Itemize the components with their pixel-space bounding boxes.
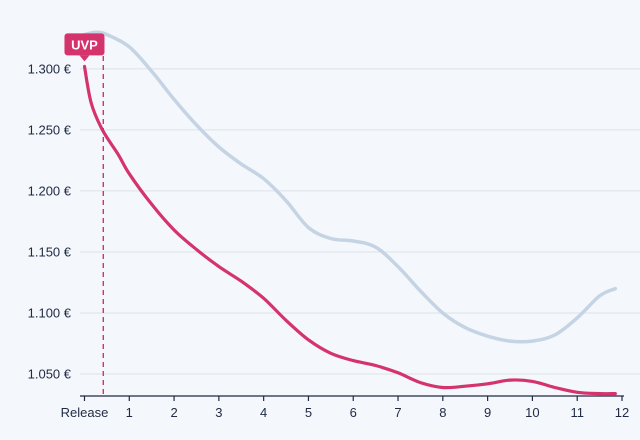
y-tick-label: 1.250 € (28, 122, 72, 137)
x-tick-label: 4 (260, 405, 267, 420)
annotation-pointer (79, 55, 90, 62)
x-tick-label: 1 (126, 405, 133, 420)
x-tick-label: 12 (615, 405, 629, 420)
y-tick-label: 1.050 € (28, 367, 72, 382)
x-tick-label: Release (61, 405, 109, 420)
x-tick-label: 10 (525, 405, 539, 420)
series-line-1 (82, 30, 618, 344)
y-tick-label: 1.150 € (28, 244, 72, 259)
y-tick-label: 1.200 € (28, 183, 72, 198)
x-tick-label: 11 (570, 405, 584, 420)
annotation-callout (64, 33, 105, 56)
y-tick-label: 1.300 € (28, 61, 72, 76)
y-tick-label: 1.100 € (28, 305, 72, 320)
x-tick-label: 8 (439, 405, 446, 420)
x-tick-label: 9 (484, 405, 491, 420)
x-tick-label: 7 (394, 405, 401, 420)
annotation-label: UVP (71, 37, 98, 52)
x-tick-label: 5 (305, 405, 312, 420)
x-tick-label: 6 (350, 405, 357, 420)
x-tick-label: 3 (215, 405, 222, 420)
series-line-2 (82, 64, 617, 396)
x-tick-label: 2 (170, 405, 177, 420)
